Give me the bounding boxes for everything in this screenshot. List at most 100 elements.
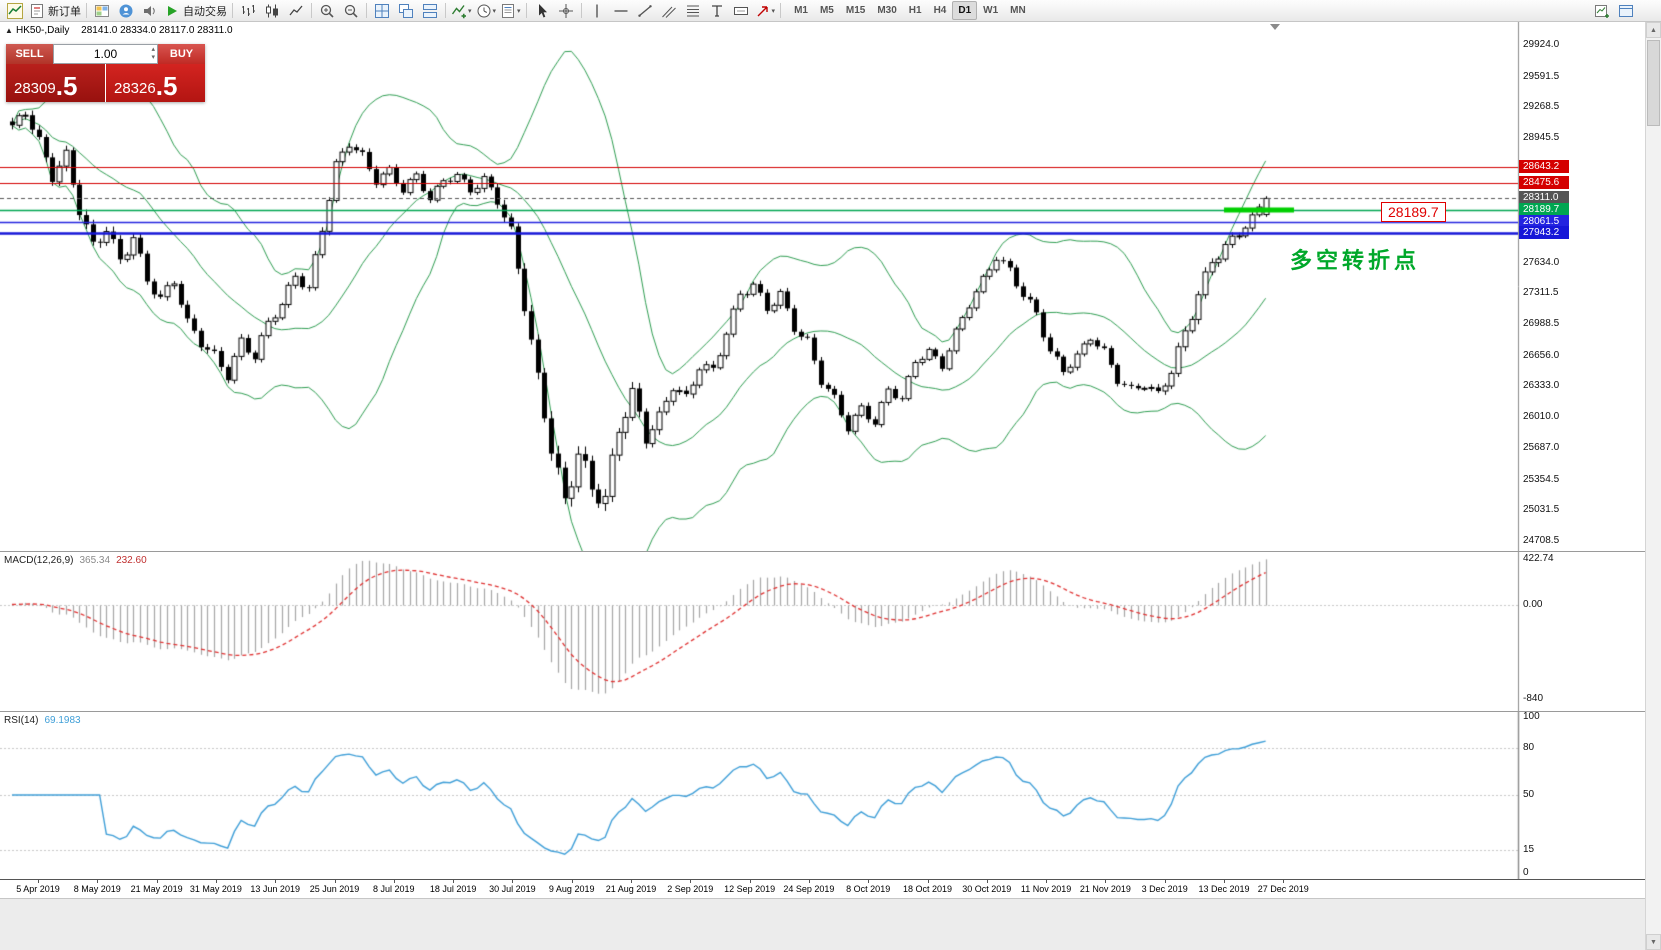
periods-icon[interactable]: ▾: [474, 1, 499, 21]
macd-label: MACD(12,26,9) 365.34 232.60: [4, 555, 153, 566]
toolbar-items: 新订单 自动交易 ▾ ▾ ▾ ▾: [3, 1, 784, 21]
turning-point-annotation[interactable]: 多空转折点: [1290, 248, 1421, 273]
sell-price-button[interactable]: 28309.5: [6, 64, 105, 102]
date-label: 21 Aug 2019: [605, 884, 657, 894]
crosshair-icon[interactable]: [554, 1, 578, 21]
toolbar-separator: [232, 3, 233, 18]
timeframe-M1-button[interactable]: M1: [794, 5, 808, 16]
vertical-scrollbar: [1645, 22, 1661, 950]
pane-separator[interactable]: [0, 551, 1645, 552]
buy-button[interactable]: BUY: [158, 44, 205, 64]
scrollbar-up-button[interactable]: [1646, 22, 1661, 38]
date-tick: [1046, 879, 1048, 883]
toolbar-separator: [780, 3, 782, 18]
spinner-down-icon: [151, 54, 155, 62]
label-icon[interactable]: [729, 1, 753, 21]
indicators-icon[interactable]: ▾: [449, 1, 474, 21]
vertical-line-icon[interactable]: [585, 1, 609, 21]
date-tick: [393, 879, 395, 883]
toolbar-separator: [525, 3, 527, 18]
date-tick: [453, 879, 455, 883]
buy-price-button[interactable]: 28326.5: [106, 64, 205, 102]
date-label: 3 Dec 2019: [1141, 884, 1188, 894]
date-label: 18 Jul 2019: [429, 884, 477, 894]
tile-windows-icon[interactable]: [370, 1, 394, 21]
timeframe-M5-button[interactable]: M5: [819, 5, 834, 16]
time-axis: 5 Apr 2019 8 May 2019 21 May 2019 31 May 20…: [0, 879, 1645, 898]
sell-button[interactable]: SELL: [6, 44, 53, 64]
date-tick: [38, 879, 39, 883]
candlestick-icon[interactable]: [260, 1, 284, 21]
timeframe-M30-button[interactable]: M30: [877, 5, 897, 16]
date-label: 13 Dec 2019: [1198, 884, 1250, 894]
rsi-pane[interactable]: [0, 712, 1520, 879]
timeframe-D1-button[interactable]: D1: [952, 1, 978, 20]
timeframe-M15-button[interactable]: M15: [845, 5, 866, 16]
rsi-label: RSI(14) 69.1983: [4, 715, 87, 726]
date-label: 21 Nov 2019: [1079, 884, 1131, 894]
bottom-strip: [0, 898, 1645, 950]
arrange-windows-icon[interactable]: [418, 1, 442, 21]
chart-ohlc: 28141.0 28334.0 28117.0 28311.0: [81, 25, 233, 36]
mt-app-icon[interactable]: [3, 1, 27, 21]
pane-separator[interactable]: [0, 711, 1645, 712]
text-icon[interactable]: [705, 1, 729, 21]
timeframe-W1-button[interactable]: W1: [983, 5, 999, 16]
fibonacci-icon[interactable]: [681, 1, 705, 21]
lot-spinner[interactable]: [151, 46, 155, 62]
date-label: 2 Sep 2019: [667, 884, 714, 894]
spinner-up-icon: [151, 46, 155, 54]
scrollbar-thumb[interactable]: [1647, 40, 1660, 126]
arrows-icon[interactable]: ▾: [753, 1, 778, 21]
profiles-icon[interactable]: [114, 1, 138, 21]
date-tick: [1105, 879, 1107, 883]
timeframe-MN-button[interactable]: MN: [1010, 5, 1026, 16]
zoom-in-icon[interactable]: [315, 1, 339, 21]
autotrading-button[interactable]: 自动交易: [162, 1, 229, 21]
dropdown-caret-icon: ▾: [468, 7, 472, 15]
toolbar-separator: [445, 3, 446, 18]
macd-pane[interactable]: [0, 552, 1520, 711]
toolbar-right-icons: [1590, 1, 1638, 21]
one-click-collapse-icon[interactable]: [5, 26, 13, 35]
price-chart[interactable]: [0, 22, 1520, 551]
cascade-windows-icon[interactable]: [394, 1, 418, 21]
line-chart-icon[interactable]: [284, 1, 308, 21]
chart-shift-marker-icon[interactable]: [1270, 24, 1280, 30]
date-label: 27 Dec 2019: [1257, 884, 1309, 894]
timeframe-H1-button[interactable]: H1: [908, 5, 922, 16]
timeframe-toolbar: M1 M5 M15 M30 H1 H4 D1 W1 MN: [788, 1, 1032, 20]
zoom-out-icon[interactable]: [339, 1, 363, 21]
date-tick: [808, 879, 810, 883]
chart-symbol: HK50-,Daily: [16, 25, 70, 36]
date-label: 11 Nov 2019: [1020, 884, 1072, 894]
date-tick: [1283, 879, 1285, 883]
trendline-icon[interactable]: [633, 1, 657, 21]
lot-size-value: 1.00: [93, 47, 118, 61]
layouts-icon[interactable]: [90, 1, 114, 21]
date-tick: [512, 879, 514, 883]
new-order-button[interactable]: 新订单: [27, 1, 83, 21]
date-tick: [1164, 879, 1166, 883]
templates-icon[interactable]: ▾: [498, 1, 523, 21]
dropdown-caret-icon: ▾: [771, 7, 776, 15]
dropdown-caret-icon: ▾: [517, 7, 521, 15]
lot-size-input[interactable]: 1.00: [53, 44, 158, 64]
scrollbar-down-button[interactable]: [1646, 934, 1661, 950]
price-level-callout[interactable]: 28189.7: [1381, 202, 1446, 222]
dropdown-caret-icon: ▾: [492, 7, 497, 15]
new-chart-icon[interactable]: [1590, 1, 1614, 21]
macd-main-value: 365.34: [79, 555, 111, 566]
channel-icon[interactable]: [657, 1, 681, 21]
bar-chart-icon[interactable]: [236, 1, 260, 21]
timeframe-H4-button[interactable]: H4: [933, 5, 947, 16]
window-menu-icon[interactable]: [1614, 1, 1638, 21]
sounds-icon[interactable]: [138, 1, 162, 21]
horizontal-line-icon[interactable]: [609, 1, 633, 21]
rsi-value: 69.1983: [44, 715, 81, 726]
cursor-icon[interactable]: [530, 1, 554, 21]
macd-name: MACD(12,26,9): [4, 555, 74, 566]
date-tick: [97, 879, 99, 883]
date-tick: [927, 879, 929, 883]
